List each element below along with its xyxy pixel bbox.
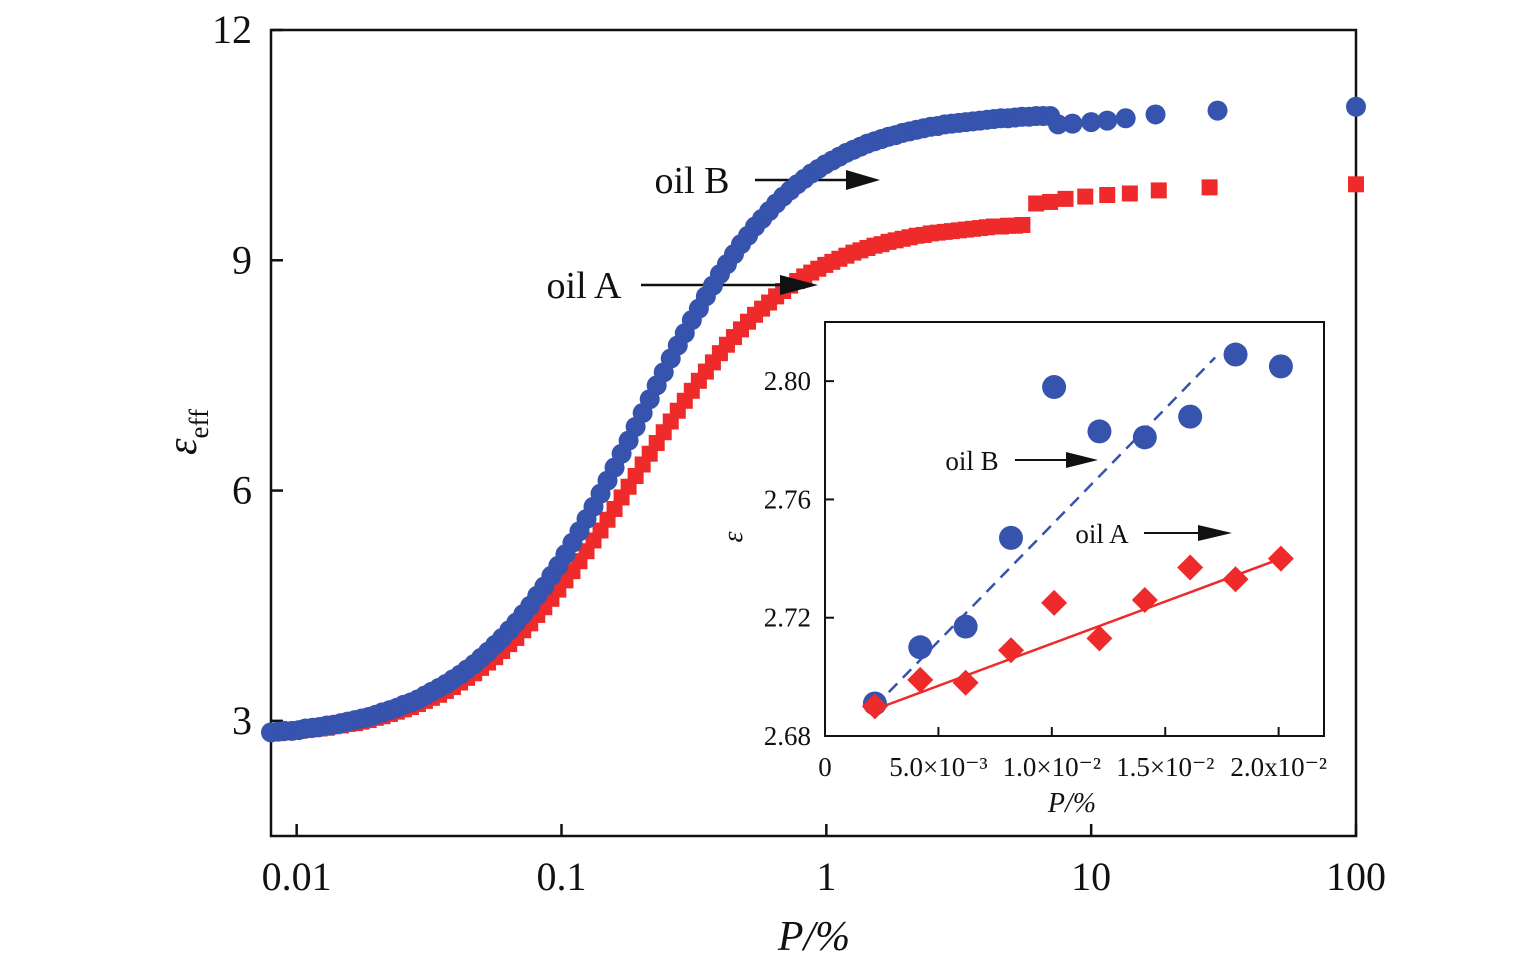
inset-point-oil-a (861, 693, 888, 720)
main-annotation-oil-a: oil A (547, 265, 818, 307)
arrow-right-icon (846, 170, 880, 190)
inset-point-oil-b (1223, 342, 1248, 367)
inset-x-tick-label: 0 (818, 752, 832, 782)
inset-annotation-oil-b: oil B (945, 446, 1098, 476)
main-x-ticks: 0.01 0.1 1 10 100 (262, 824, 1386, 899)
inset-point-oil-a (997, 637, 1024, 664)
inset-point-oil-b (908, 635, 933, 660)
main-x-axis-label: P/% (777, 914, 850, 960)
inset-x-tick-label: 5.0×10⁻³ (889, 752, 987, 782)
inset-x-tick-label: 1.0×10⁻² (1003, 752, 1101, 782)
inset-point-oil-a (1267, 545, 1294, 572)
main-point-oil-b (1115, 108, 1136, 129)
inset-annotation-oil-b-text: oil B (945, 446, 998, 476)
inset-point-oil-a (1041, 589, 1068, 616)
main-point-oil-a (1057, 190, 1074, 207)
inset-y-tick-label: 2.68 (764, 721, 811, 751)
main-point-oil-b (1097, 110, 1118, 131)
main-point-oil-a (1099, 187, 1116, 204)
inset-x-ticks: 0 5.0×10⁻³ 1.0×10⁻² 1.5×10⁻² 2.0x10⁻² (818, 727, 1327, 782)
main-annotation-oil-b-text: oil B (655, 160, 730, 202)
main-x-tick-label: 10 (1071, 854, 1111, 899)
main-y-tick-label: 12 (212, 7, 252, 52)
inset-plot-frame (824, 321, 1325, 737)
main-x-tick-label: 1 (816, 854, 836, 899)
main-plot: 0.01 0.1 1 10 100 3 6 9 12 εeff P/% oil B oil A (160, 7, 1386, 960)
main-point-oil-a (1014, 216, 1031, 233)
main-x-tick-label: 0.01 (262, 854, 332, 899)
main-point-oil-a (1201, 179, 1218, 196)
main-y-ticks: 3 6 9 12 (212, 7, 283, 743)
main-y-tick-label: 6 (232, 468, 252, 513)
main-point-oil-a (1121, 185, 1138, 202)
inset-point-oil-b (998, 525, 1023, 550)
main-y-tick-label: 9 (232, 237, 252, 282)
main-plot-frame (269, 28, 1358, 838)
inset-point-oil-b (1087, 419, 1112, 444)
main-point-oil-a (1348, 176, 1364, 193)
main-point-oil-b (1062, 113, 1083, 134)
inset-y-axis-label: ε (718, 531, 749, 542)
main-point-oil-b (1346, 96, 1366, 117)
inset-point-oil-b (1132, 425, 1157, 450)
inset-point-oil-a (1086, 625, 1113, 652)
main-x-tick-label: 0.1 (536, 854, 586, 899)
main-point-oil-a (1028, 195, 1045, 212)
arrow-right-icon (780, 275, 818, 295)
main-point-oil-a (1042, 193, 1059, 210)
main-point-oil-b (1081, 112, 1102, 133)
inset-point-oil-b (953, 614, 978, 639)
inset-y-tick-label: 2.80 (764, 366, 811, 396)
main-annotation-oil-a-text: oil A (547, 265, 623, 307)
main-point-oil-a (1150, 182, 1167, 199)
main-point-oil-a (1077, 188, 1094, 205)
arrow-right-icon (1066, 452, 1098, 468)
inset-annotation-oil-a: oil A (1075, 519, 1232, 549)
inset-point-oil-a (1222, 566, 1249, 593)
inset-point-oil-a (1131, 586, 1158, 613)
main-point-oil-b (1207, 100, 1228, 121)
main-point-oil-b (1048, 114, 1069, 135)
inset-y-ticks: 2.68 2.72 2.76 2.80 (764, 366, 834, 751)
inset-point-oil-b (1268, 354, 1293, 379)
main-x-tick-label: 100 (1326, 854, 1386, 899)
inset-point-oil-a (952, 669, 979, 696)
inset-x-tick-label: 2.0x10⁻² (1230, 752, 1327, 782)
main-y-axis-label: εeff (160, 409, 214, 455)
inset-point-oil-b (1178, 404, 1203, 429)
inset-fit-line-oil-a (874, 557, 1282, 711)
inset-point-oil-a (1177, 554, 1204, 581)
inset-point-oil-b (1042, 375, 1067, 400)
inset-x-tick-label: 1.5×10⁻² (1116, 752, 1214, 782)
inset-plot: 0 5.0×10⁻³ 1.0×10⁻² 1.5×10⁻² 2.0x10⁻² 2.682.… (718, 321, 1327, 819)
inset-annotation-oil-a-text: oil A (1075, 519, 1129, 549)
inset-y-tick-label: 2.72 (764, 603, 811, 633)
inset-point-oil-a (907, 666, 934, 693)
inset-y-tick-label: 2.76 (764, 484, 811, 514)
main-y-tick-label: 3 (232, 698, 252, 743)
inset-x-axis-label: P/% (1047, 788, 1096, 819)
main-point-oil-b (1145, 104, 1166, 125)
main-series-oil-b (261, 96, 1366, 743)
main-annotation-oil-b: oil B (655, 160, 880, 202)
arrow-right-icon (1198, 525, 1232, 541)
inset-series-oil-a (861, 545, 1294, 720)
inset-series-oil-b (862, 342, 1293, 716)
